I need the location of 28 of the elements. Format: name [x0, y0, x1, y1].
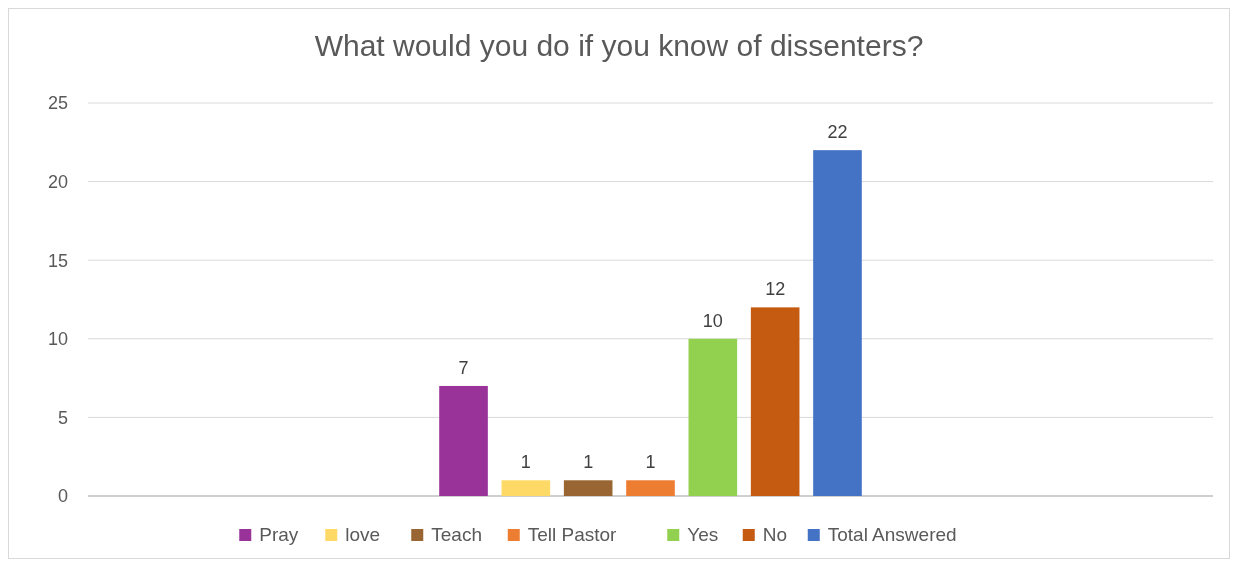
bar [813, 150, 862, 496]
y-tick-label: 15 [47, 250, 68, 271]
y-tick-label: 20 [47, 171, 68, 192]
bar [626, 480, 675, 496]
legend-label: Total Answered [827, 524, 957, 545]
legend-label: love [345, 524, 381, 545]
bar [688, 338, 738, 496]
data-label: 7 [458, 357, 469, 378]
y-tick-label: 5 [57, 407, 68, 428]
bar [563, 480, 613, 496]
data-label: 12 [765, 279, 786, 300]
data-label: 10 [702, 310, 723, 331]
bar [750, 307, 800, 496]
chart-title: What would you do if you know of dissenters? [314, 29, 924, 62]
data-label: 1 [520, 452, 531, 473]
bar [501, 480, 551, 496]
legend-label: No [762, 524, 788, 545]
legend-label: Teach [431, 524, 482, 545]
legend-label: Tell Pastor [527, 524, 618, 545]
legend-label: Yes [687, 524, 719, 545]
data-label: 1 [645, 452, 656, 473]
y-tick-label: 0 [57, 486, 68, 507]
data-label: 1 [583, 452, 594, 473]
y-tick-label: 10 [47, 329, 68, 350]
legend-label: Pray [259, 524, 299, 545]
data-label: 22 [827, 122, 848, 143]
bar [439, 385, 488, 496]
y-tick-label: 25 [47, 93, 68, 114]
